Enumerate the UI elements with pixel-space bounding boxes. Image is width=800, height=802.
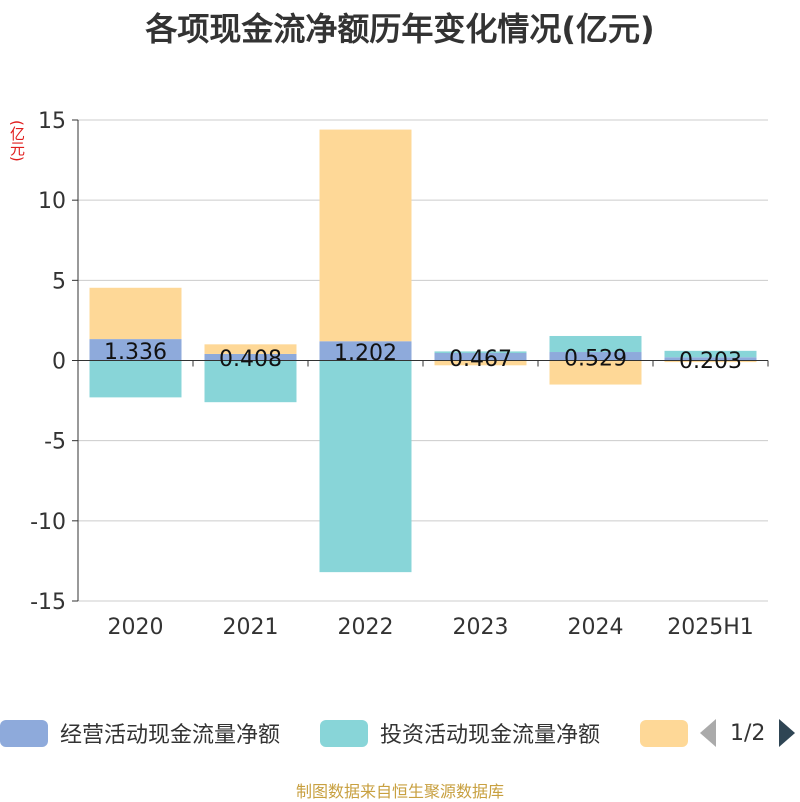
bar-s1-2025H1 — [664, 357, 757, 361]
data-labels: 1.336 0.408 1.202 0.467 0.529 0.203 — [104, 340, 742, 374]
x-tick-label: 2022 — [338, 615, 394, 640]
data-label: 1.336 — [104, 340, 167, 365]
bar-s3-2023 — [434, 360, 527, 366]
legend-prev-icon[interactable] — [700, 719, 716, 747]
bar-s3-2024 — [549, 360, 642, 385]
chart-title: 各项现金流净额历年变化情况(亿元) — [145, 10, 655, 48]
data-label: 0.203 — [679, 349, 742, 374]
x-tick-label: 2025H1 — [667, 615, 754, 640]
bar-s1-2020 — [89, 339, 182, 361]
bar-s1-2021 — [204, 353, 297, 361]
source-note: 制图数据来自恒生聚源数据库 — [295, 782, 504, 801]
legend-page-indicator: 1/2 — [730, 720, 766, 746]
legend-item-third[interactable] — [640, 716, 700, 750]
legend-pager: 1/2 — [700, 716, 796, 750]
y-tick-label: -15 — [30, 590, 66, 615]
y-axis-unit: (亿元) — [8, 120, 26, 162]
legend-next-icon[interactable] — [779, 719, 796, 747]
legend-item-investing[interactable]: 投资活动现金流量净额 — [320, 716, 600, 750]
bar-s2-2024 — [549, 335, 642, 353]
bar-s1-2023 — [434, 353, 527, 361]
bar-s2-2025H1 — [664, 350, 757, 358]
legend-swatch-operating — [0, 719, 48, 747]
x-tick-label: 2023 — [453, 615, 509, 640]
bar-s2-2021 — [204, 360, 297, 403]
x-tick-label: 2020 — [108, 615, 164, 640]
data-label: 1.202 — [334, 341, 397, 366]
bar-s3-2020 — [89, 287, 182, 340]
bar-s2-2023 — [434, 351, 527, 354]
legend-swatch-third — [640, 719, 688, 747]
chart-plot: 15 10 5 0 -5 -10 -15 2020 2021 2022 2023 2024 2025H1… — [30, 109, 769, 640]
data-label: 0.408 — [219, 347, 282, 372]
legend-label-operating: 经营活动现金流量净额 — [60, 723, 281, 748]
x-tick-label: 2021 — [223, 615, 279, 640]
y-tick-label: -10 — [30, 510, 66, 535]
x-tick-label: 2024 — [568, 615, 624, 640]
legend-label-investing: 投资活动现金流量净额 — [380, 723, 601, 748]
data-label: 0.467 — [449, 347, 512, 372]
bar-s2-2020 — [89, 360, 182, 398]
bar-s3-2025H1 — [664, 360, 757, 363]
data-label: 0.529 — [564, 346, 627, 371]
axes: 15 10 5 0 -5 -10 -15 2020 2021 2022 2023 2024 2025H1 — [30, 109, 769, 640]
y-tick-label: 5 — [52, 269, 66, 294]
y-tick-label: 15 — [38, 109, 66, 134]
bar-s1-2024 — [549, 352, 642, 361]
y-tick-label: 10 — [38, 189, 66, 214]
y-tick-label: 0 — [52, 350, 66, 375]
y-tick-label: -5 — [44, 430, 66, 455]
bars — [89, 129, 757, 573]
legend-swatch-investing — [320, 719, 368, 747]
bar-s1-2022 — [319, 341, 412, 361]
legend-item-operating[interactable]: 经营活动现金流量净额 — [0, 716, 280, 750]
bar-s3-2022 — [319, 129, 412, 342]
bar-s3-2021 — [204, 344, 297, 354]
bar-s2-2022 — [319, 360, 412, 573]
